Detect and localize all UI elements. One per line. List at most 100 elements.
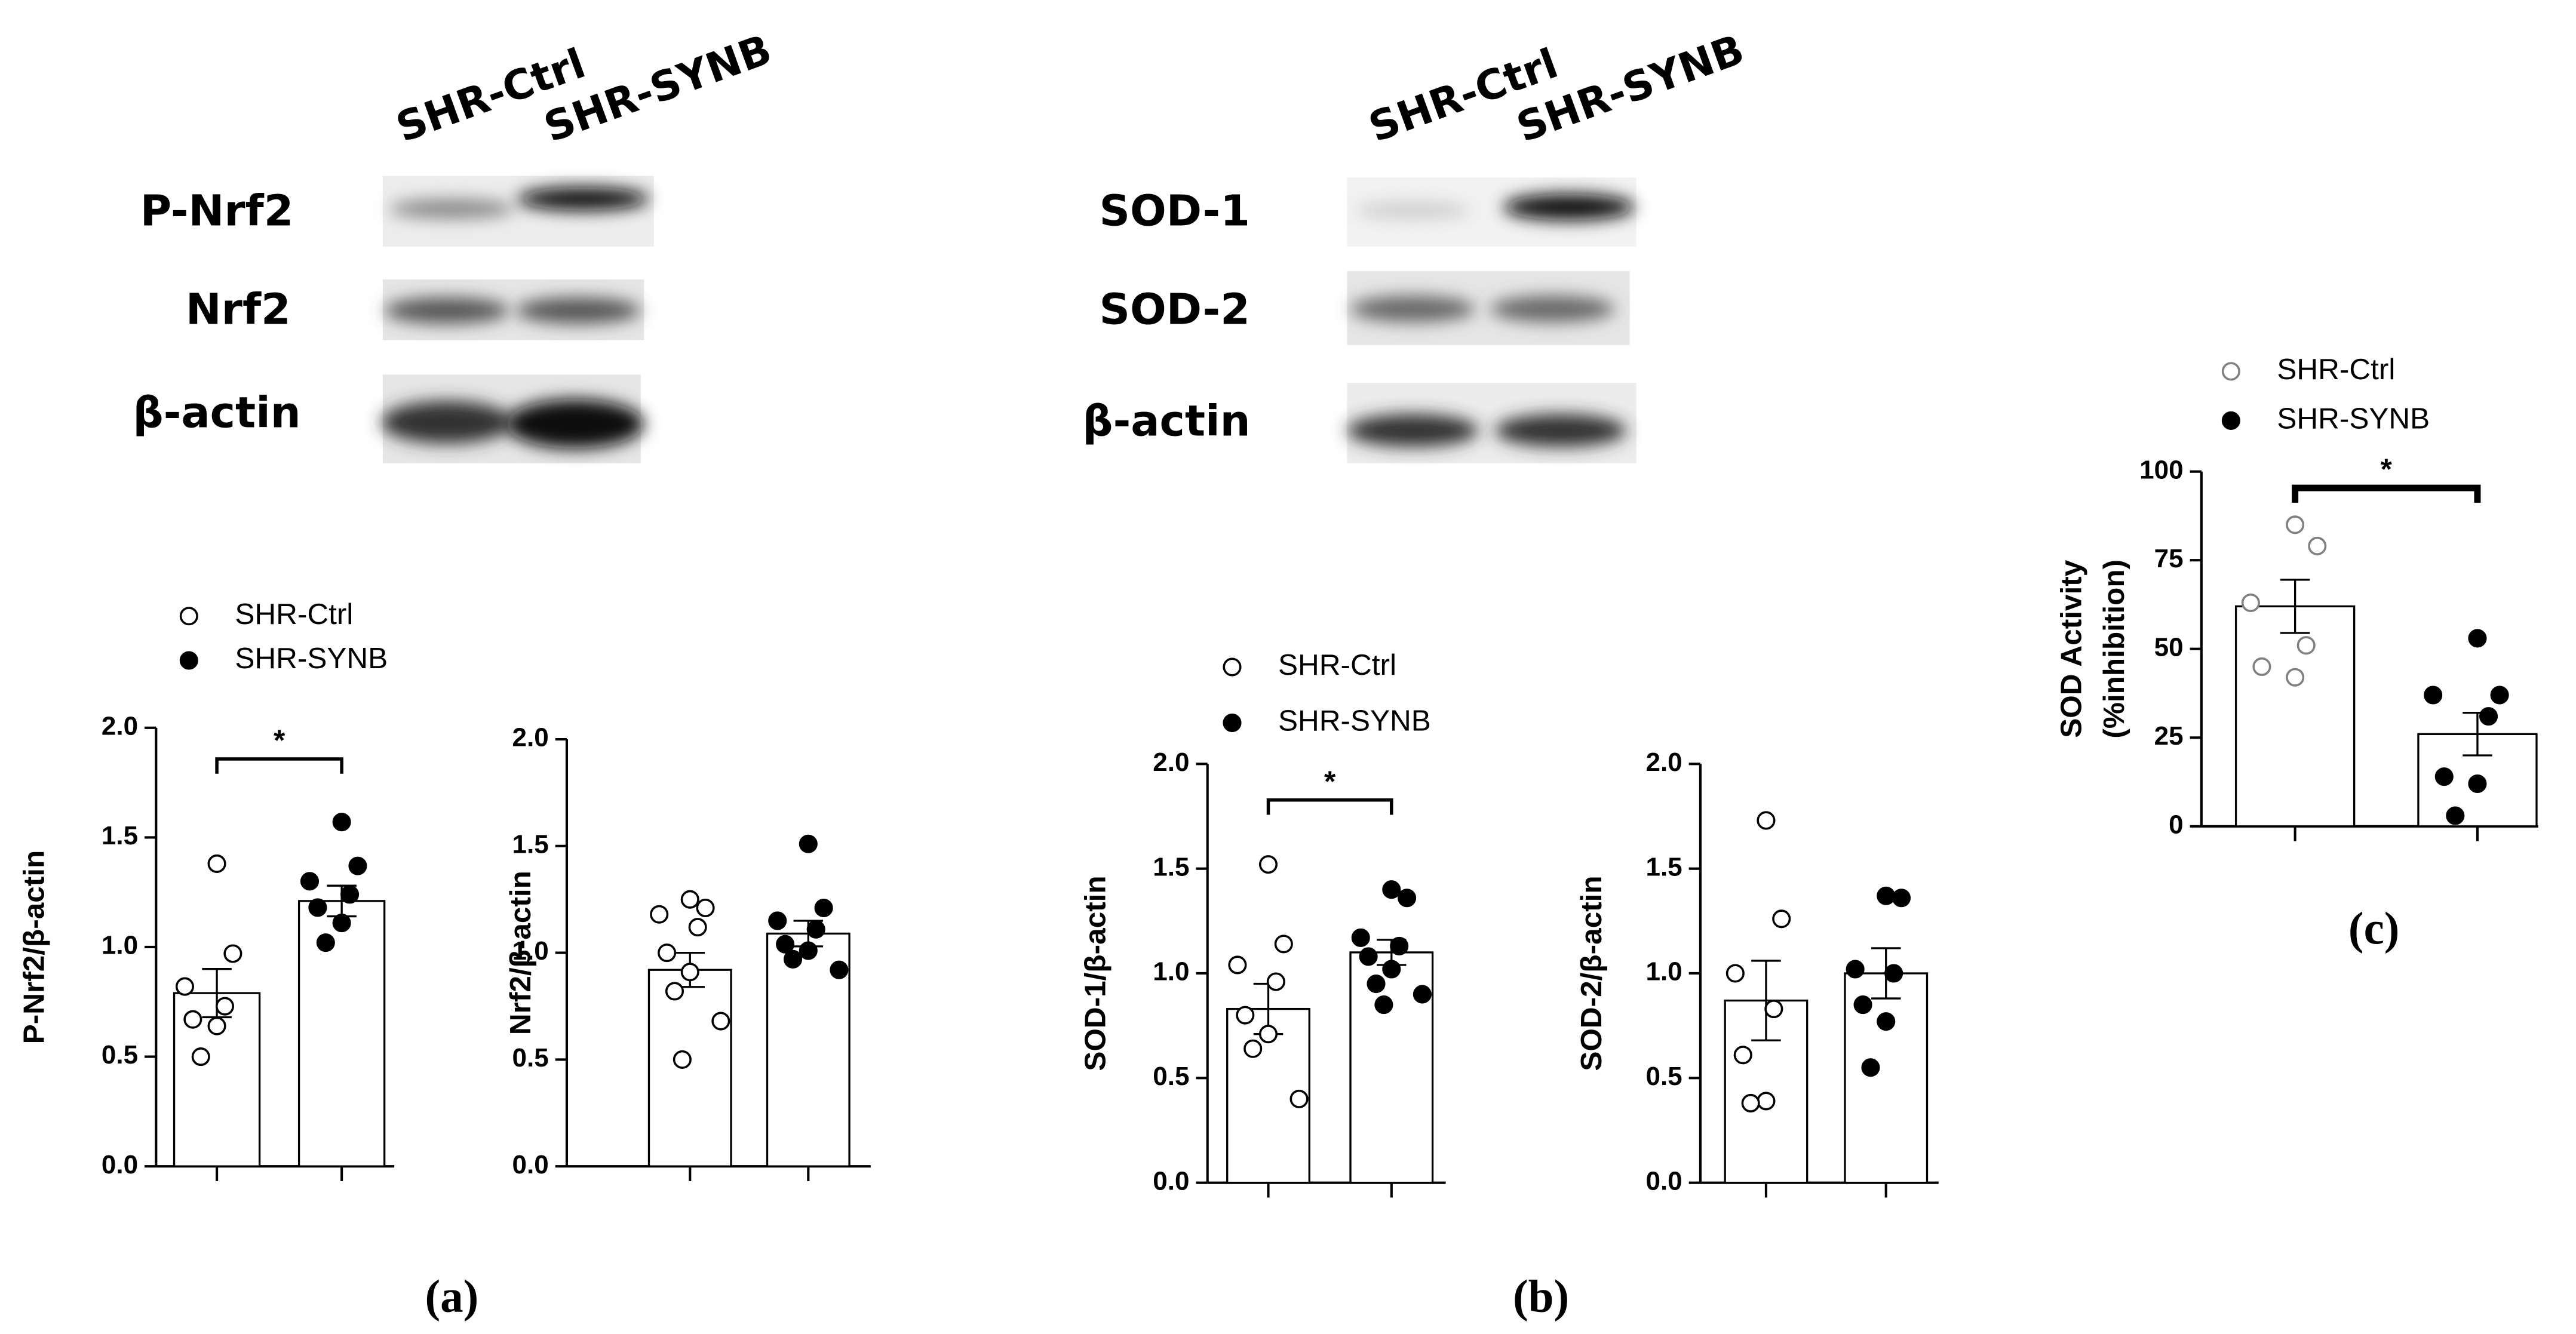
data-point	[1228, 955, 1247, 975]
y-tick-label: 1.0	[1645, 957, 1682, 986]
blot-band	[1347, 414, 1479, 447]
y-tick-label: 50	[2154, 632, 2184, 662]
data-point	[665, 982, 684, 1001]
data-point	[1877, 1012, 1896, 1031]
y-tick-label: 2.0	[1153, 748, 1189, 777]
data-point	[768, 911, 787, 930]
blot-b: SHR-Ctrl SHR-SYNB SOD-1 SOD-2 β-actin	[1082, 26, 1750, 463]
blot-band	[1355, 202, 1470, 219]
legend-label: SHR-SYNB	[235, 642, 388, 675]
y-tick-label: 2.0	[1645, 748, 1682, 777]
data-point	[2296, 636, 2316, 655]
legend-label: SHR-Ctrl	[2277, 353, 2395, 386]
data-point	[1413, 985, 1432, 1004]
y-tick-label: 2.0	[512, 723, 549, 752]
data-point	[1390, 936, 1409, 955]
legend-label: SHR-Ctrl	[235, 598, 353, 631]
panel-label: (a)	[425, 1270, 479, 1321]
y-tick-label: 75	[2154, 544, 2184, 573]
y-tick-label: 2.0	[102, 711, 138, 740]
blot-band	[517, 187, 649, 211]
chart: 0.0 0.5 1.0 1.5 2.0 P-Nrf2/β-actin SHR-Ctrl SHR…	[18, 598, 395, 1181]
data-point	[711, 1012, 730, 1031]
bar	[2234, 605, 2356, 828]
data-point	[1733, 1046, 1752, 1065]
data-point	[215, 997, 235, 1016]
data-point	[1757, 811, 1776, 830]
y-tick-label: 0.0	[512, 1150, 549, 1179]
y-tick-label: 1.5	[1153, 852, 1189, 881]
data-point	[2468, 774, 2487, 794]
blot-a: SHR-Ctrl SHR-SYNB P-Nrf2 Nrf2 β-actin	[133, 26, 778, 463]
data-point	[2286, 515, 2305, 534]
data-point	[1374, 995, 1393, 1015]
legend-marker	[2221, 411, 2240, 430]
legend-label: SHR-Ctrl	[1278, 648, 1396, 681]
legend-label: SHR-SYNB	[1278, 705, 1431, 737]
y-tick-label: 0.5	[102, 1040, 138, 1069]
legend-marker	[1223, 657, 1242, 677]
data-point	[183, 1010, 202, 1029]
data-point	[316, 933, 335, 952]
legend-label: SHR-SYNB	[2277, 402, 2430, 435]
blot-band	[1350, 296, 1476, 322]
data-point	[688, 918, 707, 937]
y-tick-label: 0.0	[1153, 1166, 1189, 1195]
blot-band	[1503, 193, 1635, 220]
legend-marker	[1223, 713, 1242, 733]
data-point	[1236, 1006, 1255, 1025]
data-point	[696, 898, 715, 918]
y-tick-label: 0	[2169, 810, 2183, 839]
data-point	[799, 941, 818, 960]
data-point	[673, 1050, 692, 1069]
significance-label: *	[274, 724, 285, 757]
data-point	[2286, 668, 2305, 687]
data-point	[1359, 947, 1378, 966]
data-point	[1772, 909, 1791, 929]
significance-bracket	[215, 757, 343, 774]
data-point	[1741, 1093, 1760, 1112]
data-point	[806, 920, 825, 939]
panel-label: (c)	[2348, 902, 2399, 954]
data-point	[2468, 629, 2487, 648]
y-tick-label: 0.0	[1645, 1166, 1682, 1195]
data-point	[300, 872, 320, 891]
y-tick-label: 1.0	[102, 931, 138, 960]
bar	[647, 969, 732, 1167]
data-point	[799, 834, 818, 853]
data-point	[783, 949, 803, 969]
data-point	[175, 977, 194, 996]
data-point	[1884, 964, 1903, 983]
blot-band	[384, 297, 509, 324]
significance-bracket	[2292, 484, 2481, 503]
data-point	[191, 1047, 210, 1066]
data-point	[2424, 686, 2443, 705]
blot-row-label: SOD-2	[1100, 284, 1250, 334]
data-point	[1757, 1092, 1776, 1111]
data-point	[308, 898, 327, 917]
y-tick-label: 1.5	[512, 829, 549, 859]
data-point	[814, 898, 833, 918]
data-point	[1258, 1025, 1278, 1044]
data-point	[1382, 880, 1401, 899]
data-point	[2446, 806, 2465, 825]
data-point	[658, 943, 677, 963]
blot-row-label: Nrf2	[186, 284, 291, 334]
blot-band	[381, 401, 513, 444]
y-tick-label: 0.5	[1153, 1062, 1189, 1091]
legend-marker	[2221, 362, 2240, 381]
y-axis-label: (%inhibition)	[2098, 560, 2130, 739]
error-bar	[2280, 579, 2310, 634]
data-point	[207, 854, 226, 873]
y-tick-label: 0.5	[512, 1043, 549, 1072]
blot-row-label: P-Nrf2	[140, 186, 294, 235]
data-point	[680, 963, 699, 982]
panel-label: (b)	[1513, 1270, 1569, 1321]
data-point	[207, 1016, 226, 1035]
legend-marker	[179, 607, 198, 626]
data-point	[1274, 935, 1293, 954]
data-point	[1244, 1039, 1263, 1058]
y-axis-label: SOD-1/β-actin	[1079, 875, 1112, 1071]
significance-bracket	[1266, 798, 1393, 815]
y-tick-label: 1.5	[102, 821, 138, 850]
